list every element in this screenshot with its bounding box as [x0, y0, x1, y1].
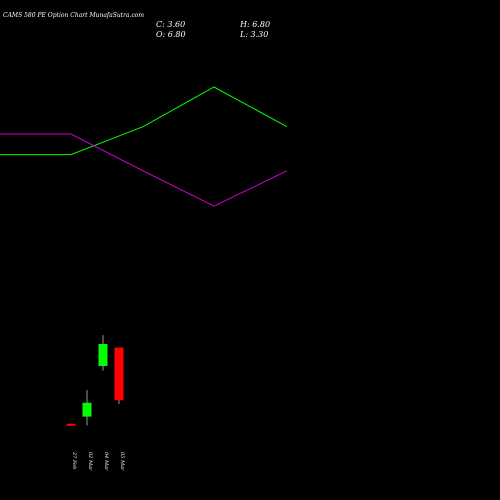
candle-3	[98, 335, 108, 371]
x-tick-label: 02 Mar	[87, 452, 93, 471]
x-axis-ticks: 27 Feb 02 Mar 04 Mar 05 Mar	[71, 451, 125, 471]
close-value: C: 3.60	[156, 20, 185, 29]
x-tick-label: 04 Mar	[103, 452, 109, 471]
x-tick-label: 05 Mar	[119, 452, 125, 471]
candle-2	[82, 390, 92, 426]
candle-1	[66, 423, 76, 426]
candles	[66, 335, 124, 426]
indicator-line-1	[0, 86, 288, 156]
open-value: O: 6.80	[156, 30, 186, 39]
candle-body	[114, 347, 124, 401]
low-value: L: 3.30	[239, 30, 268, 39]
indicator-lines	[0, 86, 288, 207]
candle-4	[114, 347, 124, 404]
chart-title: CAMS 580 PE Option Chart MunafaSutra.com	[3, 12, 144, 19]
candle-body	[82, 402, 92, 417]
high-value: H: 6.80	[239, 20, 270, 29]
candle-body	[66, 423, 76, 426]
indicator-line-2	[0, 133, 288, 207]
x-tick-label: 27 Feb	[71, 451, 77, 469]
candle-body	[98, 344, 108, 366]
